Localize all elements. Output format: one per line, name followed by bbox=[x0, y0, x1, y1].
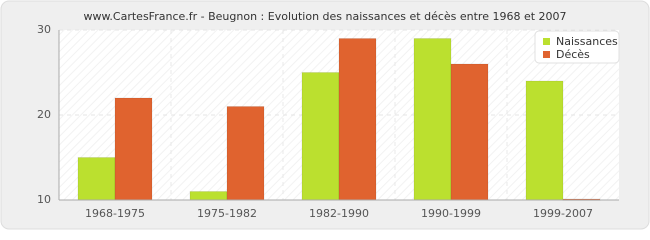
bar bbox=[189, 191, 228, 201]
bar bbox=[338, 38, 377, 201]
x-tick-label: 1999-2007 bbox=[533, 207, 593, 220]
y-tick-label: 30 bbox=[37, 23, 51, 36]
legend-swatch bbox=[543, 38, 550, 45]
legend-swatch bbox=[543, 51, 550, 58]
x-tick-label: 1968-1975 bbox=[85, 207, 145, 220]
bar bbox=[226, 106, 265, 201]
bar bbox=[413, 38, 452, 201]
y-tick-label: 10 bbox=[37, 193, 51, 206]
y-tick-label: 20 bbox=[37, 108, 51, 121]
x-tick-label: 1982-1990 bbox=[309, 207, 369, 220]
chart: www.CartesFrance.fr - Beugnon : Evolutio… bbox=[0, 0, 650, 230]
bar bbox=[450, 63, 489, 201]
bar bbox=[77, 157, 116, 201]
legend-label: Naissances bbox=[556, 35, 618, 48]
bar bbox=[114, 97, 153, 201]
x-tick-label: 1975-1982 bbox=[197, 207, 257, 220]
bar bbox=[301, 72, 340, 201]
page: {"chart_data": {"type": "bar", "title": … bbox=[0, 0, 650, 230]
x-tick-label: 1990-1999 bbox=[421, 207, 481, 220]
chart-title: www.CartesFrance.fr - Beugnon : Evolutio… bbox=[83, 10, 566, 23]
legend-box bbox=[534, 30, 620, 64]
bar bbox=[525, 80, 564, 201]
legend-label: Décès bbox=[556, 48, 590, 61]
